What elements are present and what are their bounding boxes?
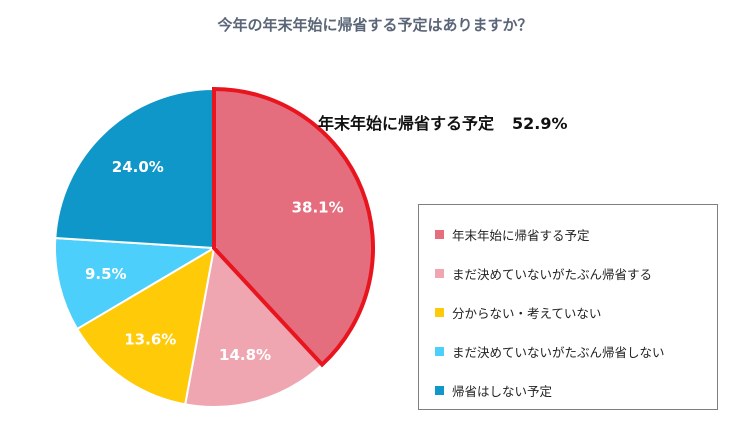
slice-label: 13.6% <box>124 330 176 348</box>
legend-item: 分からない・考えていない <box>435 293 717 332</box>
legend-swatch <box>435 386 444 395</box>
callout-value: 52.9% <box>512 114 568 133</box>
legend-item: 年末年始に帰省する予定 <box>435 215 717 254</box>
legend-label: 年末年始に帰省する予定 <box>452 228 590 243</box>
legend-item: 帰省はしない予定 <box>435 371 717 410</box>
legend-swatch <box>435 269 444 278</box>
highlight-outline <box>212 86 375 368</box>
slice-label: 38.1% <box>292 198 344 216</box>
legend-item: まだ決めていないがたぶん帰省する <box>435 254 717 293</box>
pie-slice <box>54 87 215 250</box>
chart-title: 今年の年末年始に帰省する予定はありますか？ <box>217 16 533 34</box>
pie-slice <box>54 236 218 331</box>
legend-swatch <box>435 347 444 356</box>
callout: 年末年始に帰省する予定 52.9% <box>318 110 568 134</box>
pie-slice <box>184 245 324 408</box>
legend-label: 分からない・考えていない <box>452 306 602 321</box>
legend-swatch <box>435 230 444 239</box>
slice-label: 9.5% <box>85 265 127 283</box>
legend-label: 帰省はしない予定 <box>452 384 553 399</box>
legend-item: まだ決めていないがたぶん帰省しない <box>435 332 717 371</box>
slice-label: 24.0% <box>112 158 164 176</box>
legend-swatch <box>435 308 444 317</box>
slice-label: 14.8% <box>219 346 271 364</box>
pie-slice <box>75 246 216 406</box>
legend-label: まだ決めていないがたぶん帰省する <box>452 267 653 282</box>
callout-label: 年末年始に帰省する予定 <box>318 114 495 133</box>
legend: 年末年始に帰省する予定 まだ決めていないがたぶん帰省する 分からない・考えていな… <box>418 204 718 410</box>
legend-label: まだ決めていないがたぶん帰省しない <box>452 345 665 360</box>
